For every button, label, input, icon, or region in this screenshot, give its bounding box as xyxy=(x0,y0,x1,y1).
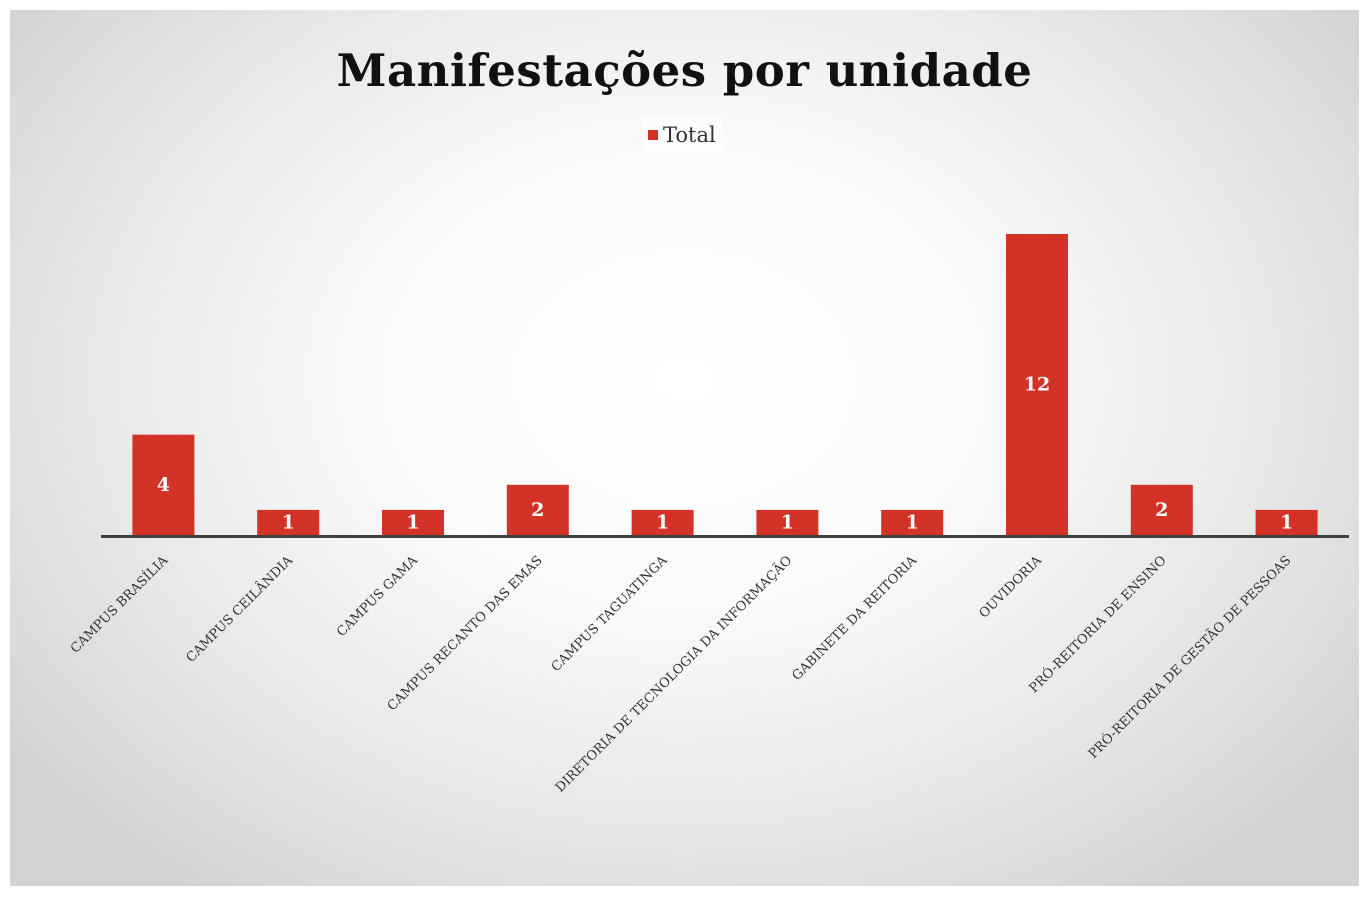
x-tick-label-4: CAMPUS TAGUATINGA xyxy=(549,553,671,675)
x-tick-label-3: CAMPUS RECANTO DAS EMAS xyxy=(385,553,546,714)
legend-swatch-total xyxy=(648,130,658,140)
legend: Total xyxy=(642,118,722,152)
chart-title: Manifestações por unidade xyxy=(336,44,1033,97)
bar-6 xyxy=(881,509,944,535)
x-tick-label-2: CAMPUS GAMA xyxy=(334,553,421,640)
x-tick-label-8: PRÓ-REITORIA DE ENSINO xyxy=(1025,552,1169,696)
legend-label-total: Total xyxy=(663,123,716,147)
x-tick-label-6: GABINETE DA REITORIA xyxy=(789,553,920,684)
bar-9 xyxy=(1255,509,1318,535)
x-tick-label-7: OUVIDORIA xyxy=(977,553,1046,622)
bar-3 xyxy=(506,484,569,535)
data-label-8: 2 xyxy=(1155,499,1168,521)
data-label-6: 1 xyxy=(906,512,919,534)
data-label-9: 1 xyxy=(1280,512,1293,534)
x-tick-label-1: CAMPUS CEILÂNDIA xyxy=(183,552,297,666)
bar-4 xyxy=(631,509,694,535)
bar-1 xyxy=(257,509,320,535)
x-tick-label-5: DIRETORIA DE TECNOLOGIA DA INFORMAÇÃO xyxy=(552,553,795,796)
bar-7 xyxy=(1006,234,1068,535)
x-tick-label-0: CAMPUS BRASÍLIA xyxy=(67,552,171,656)
data-label-7: 12 xyxy=(1024,374,1050,396)
bar-2 xyxy=(382,509,444,535)
data-label-3: 2 xyxy=(531,499,544,521)
bar-5 xyxy=(756,509,819,535)
bar-8 xyxy=(1130,484,1193,535)
data-label-1: 1 xyxy=(282,512,295,534)
data-label-5: 1 xyxy=(781,512,794,534)
x-tick-label-9: PRÓ-REITORIA DE GESTÃO DE PESSOAS xyxy=(1084,552,1294,762)
data-label-4: 1 xyxy=(656,512,669,534)
bar-0 xyxy=(132,434,195,535)
data-label-2: 1 xyxy=(406,512,419,534)
data-label-0: 4 xyxy=(157,474,170,496)
